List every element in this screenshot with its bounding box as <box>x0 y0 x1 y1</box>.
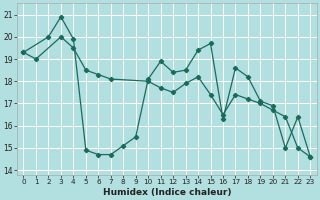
X-axis label: Humidex (Indice chaleur): Humidex (Indice chaleur) <box>103 188 231 197</box>
